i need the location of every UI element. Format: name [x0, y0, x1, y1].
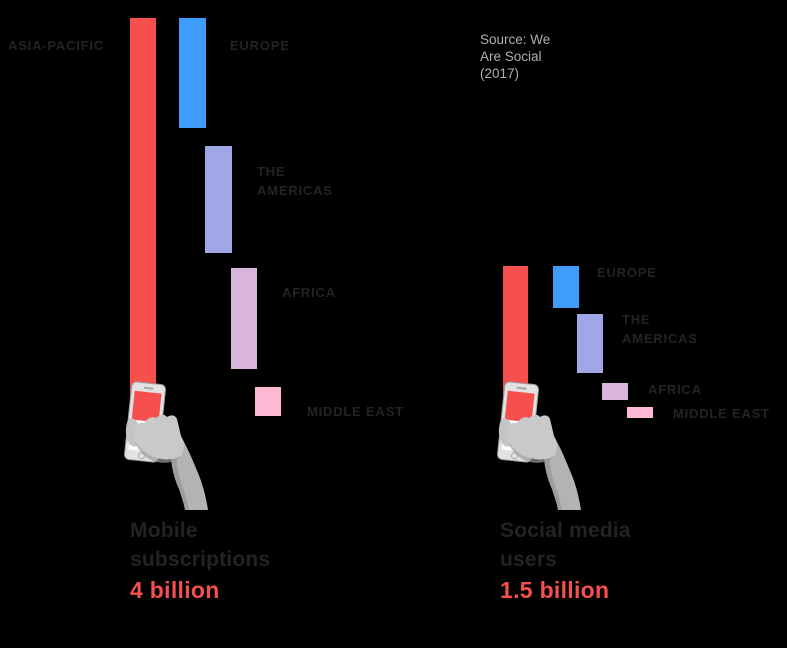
- bar-mobile-middle-east: [255, 387, 281, 416]
- caption-mobile-subscriptions: Mobile subscriptions: [130, 519, 271, 571]
- source-note: Source: We Are Social (2017): [480, 32, 551, 81]
- total-mobile-subscriptions: 4 billion: [130, 577, 220, 603]
- bar-social-africa: [602, 383, 628, 400]
- bar-social-middle-east: [627, 407, 653, 418]
- total-social-media-users: 1.5 billion: [500, 577, 610, 603]
- bar-mobile-asia-pacific: [130, 18, 156, 420]
- hand-holding-phone-image: [497, 381, 581, 510]
- bar-social-europe: [553, 266, 579, 308]
- hand-holding-phone-image: [124, 381, 208, 510]
- label-social-europe: EUROPE: [597, 265, 657, 280]
- bar-mobile-europe: [179, 18, 206, 128]
- label-social-middle-east: MIDDLE EAST: [673, 406, 770, 421]
- label-mobile-europe: EUROPE: [230, 38, 290, 53]
- label-mobile-africa: AFRICA: [282, 285, 336, 300]
- bar-mobile-africa: [231, 268, 257, 369]
- label-social-americas: THE AMERICAS: [622, 312, 698, 346]
- bar-social-americas: [577, 314, 603, 373]
- bar-mobile-americas: [205, 146, 232, 253]
- label-social-africa: AFRICA: [648, 382, 702, 397]
- caption-social-media-users: Social media users: [500, 519, 631, 571]
- label-mobile-asia-pacific: ASIA-PACIFIC: [8, 38, 105, 53]
- label-mobile-middle-east: MIDDLE EAST: [307, 404, 404, 419]
- label-mobile-americas: THE AMERICAS: [257, 164, 333, 198]
